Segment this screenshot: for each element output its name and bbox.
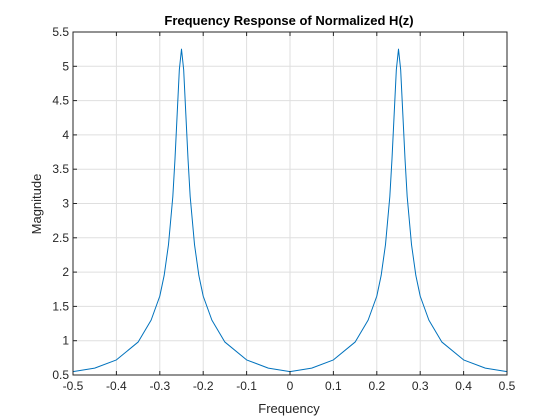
y-tick-label: 4.5 <box>52 94 69 108</box>
y-tick-label: 2.5 <box>52 231 69 245</box>
y-tick-label: 1.5 <box>52 299 69 313</box>
y-tick-label: 0.5 <box>52 368 69 382</box>
x-tick-label: -0.1 <box>236 379 257 393</box>
y-axis-label: Magnitude <box>29 174 44 235</box>
y-tick-label: 3.5 <box>52 162 69 176</box>
y-tick-label: 2 <box>62 265 69 279</box>
x-tick-label: -0.5 <box>63 379 84 393</box>
x-tick-label: 0.1 <box>325 379 342 393</box>
x-tick-label: -0.2 <box>193 379 214 393</box>
x-tick-label: -0.4 <box>106 379 127 393</box>
y-tick-label: 3 <box>62 197 69 211</box>
x-tick-label: 0.4 <box>455 379 472 393</box>
y-axis-ticks: 0.5 1 1.5 2 2.5 3 3.5 4 4.5 5 5.5 <box>52 25 507 382</box>
x-tick-label: 0.3 <box>412 379 429 393</box>
x-tick-label: -0.3 <box>149 379 170 393</box>
y-tick-label: 1 <box>62 334 69 348</box>
x-tick-label: 0.5 <box>499 379 516 393</box>
x-tick-label: 0.2 <box>368 379 385 393</box>
y-tick-label: 5 <box>62 59 69 73</box>
x-tick-label: 0 <box>287 379 294 393</box>
y-tick-label: 5.5 <box>52 25 69 39</box>
x-axis-ticks: -0.5 -0.4 -0.3 -0.2 -0.1 0 0.1 0.2 0.3 0.4 0.5 <box>63 32 516 393</box>
x-axis-label: Frequency <box>258 401 320 416</box>
y-tick-label: 4 <box>62 128 69 142</box>
chart-title: Frequency Response of Normalized H(z) <box>164 13 413 28</box>
